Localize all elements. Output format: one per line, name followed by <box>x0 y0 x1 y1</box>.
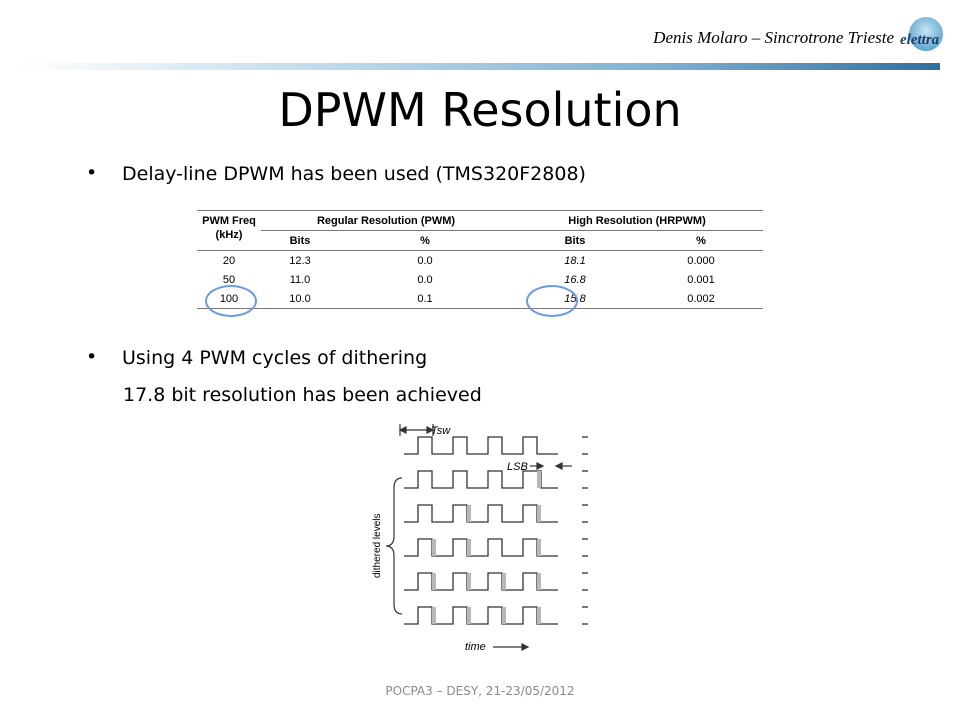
elettra-logo-icon: elettra <box>900 17 943 51</box>
header-divider-bar <box>20 63 940 70</box>
pwm-waveform <box>404 606 558 625</box>
dithering-waveform-diagram: Tsw LSB dithered levels time <box>372 424 588 653</box>
table-subheader: % <box>420 234 430 247</box>
dither-extension <box>537 539 541 556</box>
dithered-levels-label: dithered levels <box>372 514 383 578</box>
footer-text: POCPA3 – DESY, 21-23/05/2012 <box>385 684 575 698</box>
dither-extension <box>432 607 436 624</box>
slide-title: DPWM Resolution <box>278 83 682 137</box>
table-cell: 16.8 <box>564 273 586 286</box>
time-label: time <box>465 641 486 653</box>
tsw-label: Tsw <box>431 425 451 437</box>
highlight-circle-freq <box>205 285 257 317</box>
bullet-text: Using 4 PWM cycles of dithering <box>122 347 428 369</box>
lsb-label: LSB <box>507 461 528 473</box>
table-row: 50 11.0 0.0 16.8 0.001 <box>197 270 763 289</box>
dither-extension <box>537 471 541 488</box>
table-cell: 0.0 <box>417 273 433 286</box>
dither-extension <box>537 573 541 590</box>
pwm-waveform <box>404 572 558 591</box>
table-row: 100 10.0 0.1 15.8 0.002 <box>197 289 763 309</box>
table-cell: 0.002 <box>687 292 715 305</box>
table-cell: 10.0 <box>289 292 311 305</box>
pwm-waveform <box>404 538 558 557</box>
pwm-waveform <box>404 470 558 489</box>
pwm-waveform <box>404 504 558 523</box>
svg-text:elettra: elettra <box>900 32 940 48</box>
table-cell: 20 <box>222 254 236 267</box>
table-cell: 12.3 <box>289 254 311 267</box>
bullet-subtext: 17.8 bit resolution has been achieved <box>123 384 482 406</box>
dither-extension <box>467 573 471 590</box>
pwm-waveform <box>404 436 558 455</box>
table-subheader: Bits <box>564 234 586 247</box>
dither-extension <box>537 505 541 522</box>
table-cell: 0.001 <box>687 273 715 286</box>
table-group-high: High Resolution (HRPWM) <box>511 210 763 231</box>
header-author: Denis Molaro – Sincrotrone Trieste <box>653 28 894 47</box>
dither-extension <box>537 607 541 624</box>
table-group-regular: Regular Resolution (PWM) <box>261 210 511 231</box>
bullet-text: Delay-line DPWM has been used (TMS320F28… <box>122 163 586 185</box>
resolution-table: PWM Freq (kHz) Regular Resolution (PWM) H… <box>197 210 763 309</box>
table-cell: 0.0 <box>417 254 433 267</box>
dither-extension <box>432 573 436 590</box>
table-subheader: Bits <box>289 234 311 247</box>
table-cell: 50 <box>222 273 236 286</box>
highlight-circle-bits <box>526 285 578 317</box>
table-row: 20 12.3 0.0 18.1 0.000 <box>197 251 763 271</box>
dither-extension <box>467 505 471 522</box>
table-cell: 11.0 <box>289 273 311 286</box>
table-cell: 18.1 <box>564 254 586 267</box>
dither-extension <box>432 539 436 556</box>
table-col-freq: PWM Freq (kHz) <box>202 215 256 241</box>
dither-extension <box>467 607 471 624</box>
bullet-dot-icon: • <box>86 162 98 184</box>
table-subheader: % <box>696 234 706 247</box>
table-cell: 0.000 <box>687 254 715 267</box>
table-cell: 0.1 <box>417 292 433 305</box>
dither-extension <box>502 573 506 590</box>
bullet-dot-icon: • <box>86 346 98 368</box>
dither-extension <box>502 607 506 624</box>
dither-extension <box>467 539 471 556</box>
